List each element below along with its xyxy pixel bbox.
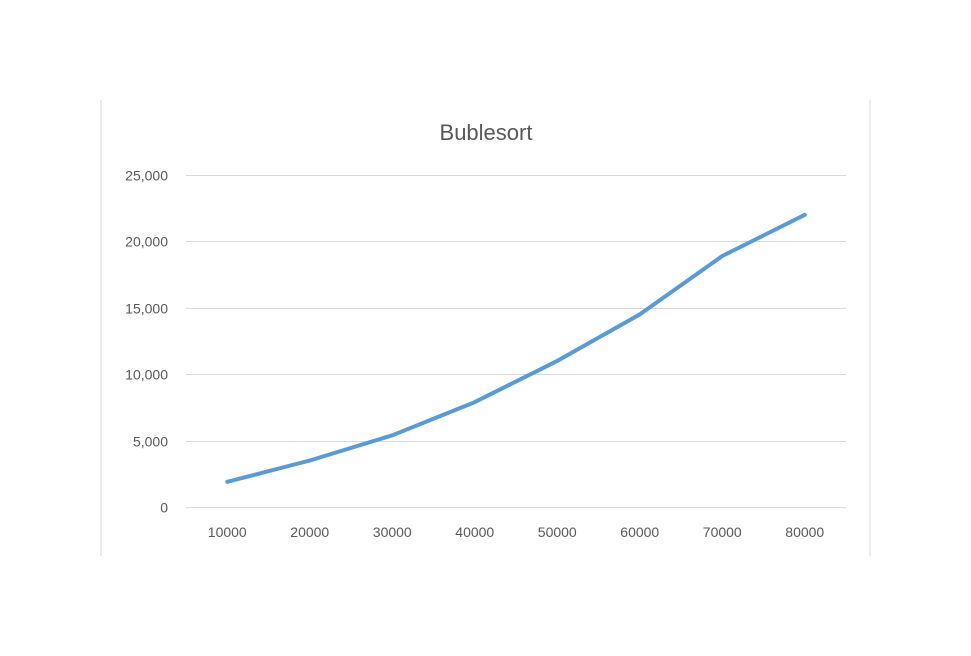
x-tick-label: 50000 — [538, 524, 577, 540]
x-tick-label: 20000 — [290, 524, 329, 540]
y-axis-tick-labels: 0 5,000 10,000 15,000 20,000 25,000 — [125, 168, 168, 516]
y-tick-label: 25,000 — [125, 168, 168, 184]
series-layer — [225, 212, 807, 484]
y-tick-label: 15,000 — [125, 301, 168, 317]
x-tick-label: 60000 — [620, 524, 659, 540]
x-tick-label: 80000 — [785, 524, 824, 540]
y-tick-label: 5,000 — [133, 434, 168, 450]
y-tick-label: 0 — [160, 500, 168, 516]
x-tick-label: 40000 — [455, 524, 494, 540]
y-tick-label: 10,000 — [125, 367, 168, 383]
y-tick-label: 20,000 — [125, 234, 168, 250]
x-tick-label: 30000 — [373, 524, 412, 540]
x-axis-tick-labels: 10000 20000 30000 40000 50000 60000 70000 80000 — [208, 524, 825, 540]
series-line-0 — [225, 212, 807, 484]
chart-title: Bublesort — [440, 120, 533, 145]
x-tick-label: 10000 — [208, 524, 247, 540]
x-tick-label: 70000 — [703, 524, 742, 540]
gridlines — [186, 175, 846, 508]
